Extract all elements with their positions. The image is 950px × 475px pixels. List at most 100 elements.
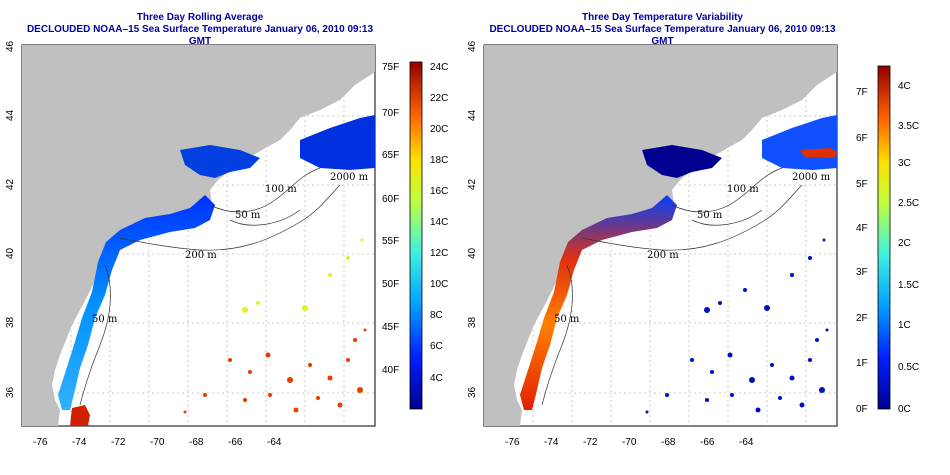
right-offshore-dots xyxy=(645,238,829,414)
left-lon-tick: -66 xyxy=(228,437,243,448)
left-lat-tick: 42 xyxy=(5,178,16,190)
left-northeast-sst xyxy=(300,115,375,170)
left-colorbar-f-label: 55F xyxy=(382,236,399,247)
right-lon-tick: -64 xyxy=(739,437,754,448)
left-title: Three Day Rolling Average DECLOUDED NOAA… xyxy=(20,12,380,48)
left-lat-tick: 40 xyxy=(5,247,16,259)
right-northeast-hot-streak xyxy=(800,148,837,158)
right-isobath-label-50b: 50 m xyxy=(554,314,580,325)
left-colorbar-c-label: 22C xyxy=(430,93,448,104)
right-title-line2: DECLOUDED NOAA–15 Sea Surface Temperatur… xyxy=(489,24,836,47)
right-lat-tick: 36 xyxy=(467,386,478,398)
right-lat-tick: 38 xyxy=(467,316,478,328)
right-lat-tick: 46 xyxy=(467,40,478,52)
right-coastal-variability-band xyxy=(520,195,677,410)
right-colorbar-c-label: 0C xyxy=(898,404,911,415)
left-lat-tick: 44 xyxy=(5,109,16,121)
left-isobaths xyxy=(79,167,341,406)
left-lat-tick: 46 xyxy=(5,40,16,52)
left-colorbar-c-label: 4C xyxy=(430,373,443,384)
left-lon-tick: -76 xyxy=(33,437,48,448)
right-colorbar-c-label: 1C xyxy=(898,320,911,331)
right-colorbar-c-label: 3C xyxy=(898,158,911,169)
right-title: Three Day Temperature Variability DECLOU… xyxy=(485,12,840,48)
right-colorbar-f-label: 3F xyxy=(856,267,868,278)
left-colorbar-f-label: 75F xyxy=(382,62,399,73)
left-gulf-stream-dots xyxy=(183,328,367,414)
left-lon-tick: -68 xyxy=(189,437,204,448)
left-colorbar: 75F 70F 65F 60F 55F 50F 45F 40F 24C 22C … xyxy=(382,61,448,410)
left-isobath-label-100: 100 m xyxy=(265,184,297,195)
left-land-mass xyxy=(22,45,375,426)
right-colorbar-f-label: 2F xyxy=(856,313,868,324)
right-lon-tick: -66 xyxy=(700,437,715,448)
right-colorbar-c-label: 3.5C xyxy=(898,121,919,132)
right-gulf-of-maine-var xyxy=(642,145,722,178)
right-title-line1: Three Day Temperature Variability xyxy=(582,12,743,23)
left-gulf-of-maine-sst xyxy=(180,145,260,178)
left-isobath-label-2000: 2000 m xyxy=(330,172,369,183)
right-colorbar-f-label: 7F xyxy=(856,87,868,98)
right-lon-tick: -68 xyxy=(661,437,676,448)
right-colorbar-c-label: 1.5C xyxy=(898,280,919,291)
left-colorbar-c-label: 24C xyxy=(430,62,448,73)
right-colorbar-c-label: 2.5C xyxy=(898,198,919,209)
right-lat-tick: 42 xyxy=(467,178,478,190)
right-isobath-label-50a: 50 m xyxy=(697,210,723,221)
left-colorbar-c-label: 16C xyxy=(430,186,448,197)
left-colorbar-c-label: 14C xyxy=(430,217,448,228)
right-map: 2000 m 100 m 50 m 200 m 50 m xyxy=(483,44,838,427)
right-isobath-label-200: 200 m xyxy=(647,250,679,261)
right-lat-ticks: 36 38 40 42 44 46 xyxy=(467,40,478,398)
left-isobath-label-200: 200 m xyxy=(185,250,217,261)
left-colorbar-c-label: 18C xyxy=(430,155,448,166)
right-lat-tick: 44 xyxy=(467,109,478,121)
left-isobath-label-50b: 50 m xyxy=(92,314,118,325)
right-colorbar-f-label: 1F xyxy=(856,358,868,369)
left-colorbar-f-label: 60F xyxy=(382,194,399,205)
left-colorbar-f-label: 40F xyxy=(382,365,399,376)
left-southern-warm-patch xyxy=(70,405,90,426)
right-colorbar-f-label: 4F xyxy=(856,223,868,234)
right-lon-tick: -72 xyxy=(583,437,598,448)
right-colorbar-c-label: 2C xyxy=(898,238,911,249)
left-title-line2: DECLOUDED NOAA–15 Sea Surface Temperatur… xyxy=(26,24,374,47)
left-colorbar-f-label: 70F xyxy=(382,108,399,119)
right-colorbar-f-label: 6F xyxy=(856,133,868,144)
left-lat-tick: 36 xyxy=(5,386,16,398)
left-colorbar-c-label: 12C xyxy=(430,248,448,259)
left-colorbar-f-label: 50F xyxy=(382,279,399,290)
right-lat-tick: 40 xyxy=(467,247,478,259)
left-lon-tick: -64 xyxy=(267,437,282,448)
right-isobath-label-100: 100 m xyxy=(727,184,759,195)
right-lon-tick: -74 xyxy=(544,437,559,448)
left-map: 2000 m 100 m 50 m 200 m 50 m xyxy=(21,44,376,427)
left-colorbar-f-label: 45F xyxy=(382,322,399,333)
right-lon-ticks: -76 -74 -72 -70 -68 -66 -64 xyxy=(505,437,754,448)
right-colorbar: 7F 6F 5F 4F 3F 2F 1F 0F 4C 3.5C 3C 2.5C … xyxy=(856,65,919,415)
left-colorbar-c-label: 20C xyxy=(430,124,448,135)
left-colorbar-c-label: 10C xyxy=(430,279,448,290)
left-warm-yellow-patches xyxy=(242,238,364,313)
left-colorbar-c-label: 8C xyxy=(430,310,443,321)
left-title-line1: Three Day Rolling Average xyxy=(136,12,264,23)
right-land-mass xyxy=(484,45,837,426)
left-lon-tick: -70 xyxy=(150,437,165,448)
right-colorbar-ramp xyxy=(877,65,891,410)
left-lon-tick: -74 xyxy=(72,437,87,448)
right-isobaths xyxy=(541,167,803,406)
left-lon-tick: -72 xyxy=(111,437,126,448)
left-lat-tick: 38 xyxy=(5,316,16,328)
right-colorbar-f-label: 0F xyxy=(856,404,868,415)
right-isobath-label-2000: 2000 m xyxy=(792,172,831,183)
right-lon-tick: -70 xyxy=(622,437,637,448)
left-colorbar-c-label: 6C xyxy=(430,341,443,352)
right-colorbar-f-label: 5F xyxy=(856,179,868,190)
left-lat-ticks: 36 38 40 42 44 46 xyxy=(5,40,16,398)
left-isobath-label-50a: 50 m xyxy=(235,210,261,221)
right-colorbar-c-label: 4C xyxy=(898,81,911,92)
left-colorbar-f-label: 65F xyxy=(382,150,399,161)
right-colorbar-c-label: 0.5C xyxy=(898,362,919,373)
right-lon-tick: -76 xyxy=(505,437,520,448)
